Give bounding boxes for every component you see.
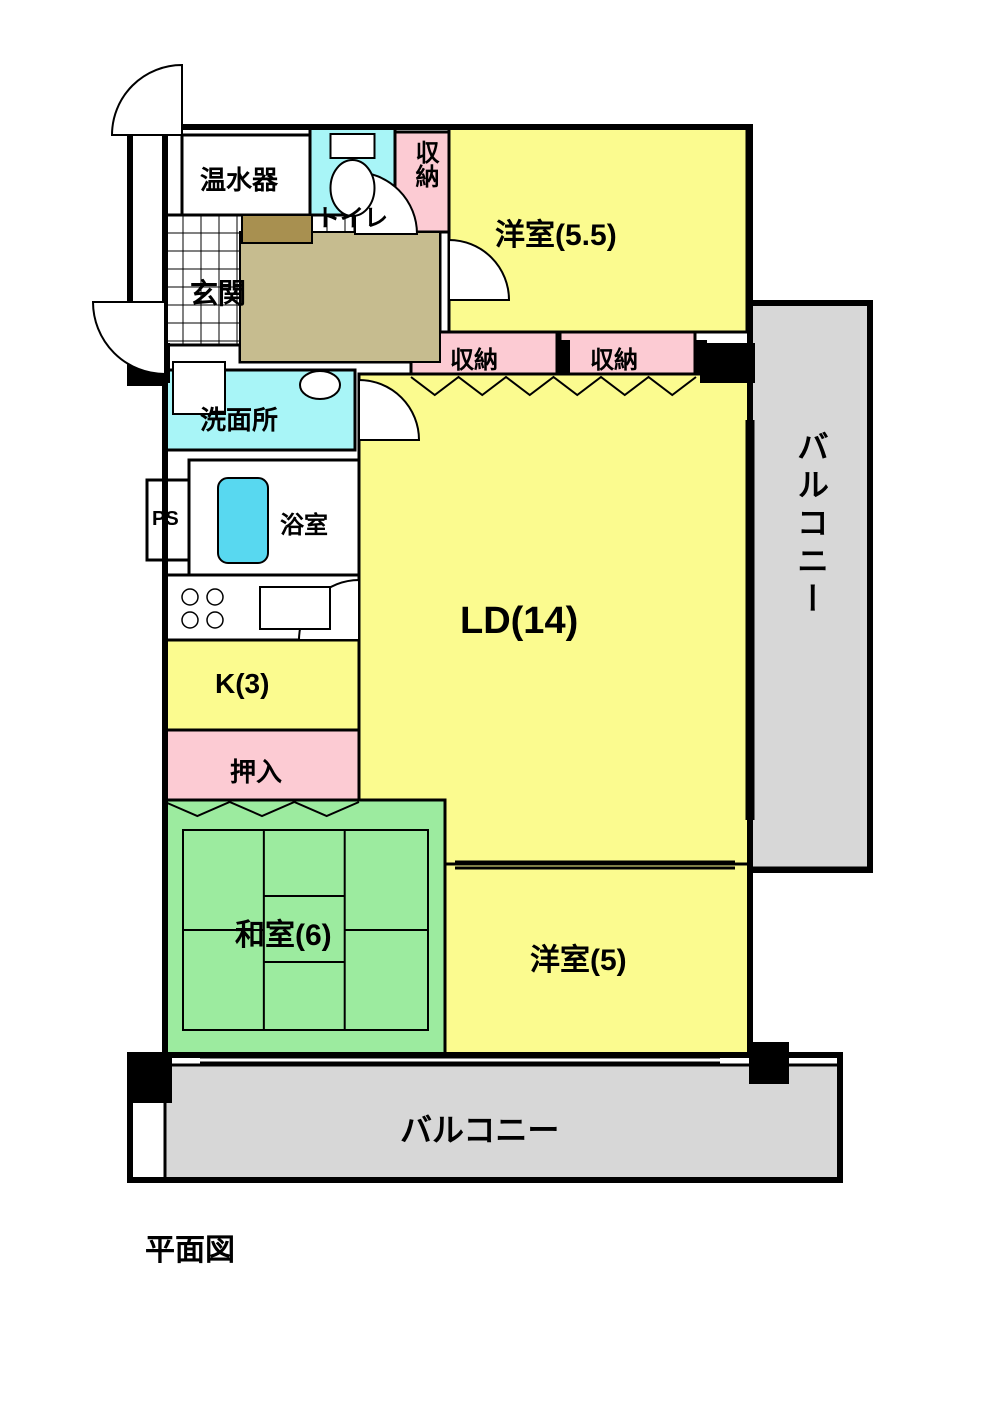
- label-bath: 浴室: [280, 505, 328, 540]
- label-ld: LD(14): [460, 600, 578, 643]
- label-japanese: 和室(6): [235, 910, 332, 954]
- label-entrance: 玄関: [190, 272, 246, 312]
- label-storage-top: 収納: [407, 140, 442, 188]
- label-washroom: 洗面所: [200, 400, 278, 437]
- label-balcony-s: バルコニー: [400, 1105, 559, 1151]
- label-bedroom-s: 洋室(5): [530, 935, 627, 979]
- label-ps: PS: [152, 508, 179, 531]
- floorplan-canvas: 温水器 トイレ 収納 洋室(5.5) 玄関 収納 収納 洗面所 PS 浴室 K(…: [0, 0, 999, 1414]
- label-water-heater: 温水器: [200, 160, 278, 197]
- label-storage-mid-l: 収納: [450, 340, 498, 375]
- label-closet: 押入: [230, 752, 282, 789]
- label-bedroom-ne: 洋室(5.5): [495, 210, 617, 254]
- label-storage-mid-r: 収納: [590, 340, 638, 375]
- label-toilet: トイレ: [316, 198, 388, 233]
- title: 平面図: [145, 1225, 235, 1269]
- label-kitchen: K(3): [215, 668, 269, 700]
- label-balcony-e: バルコニー: [788, 430, 834, 620]
